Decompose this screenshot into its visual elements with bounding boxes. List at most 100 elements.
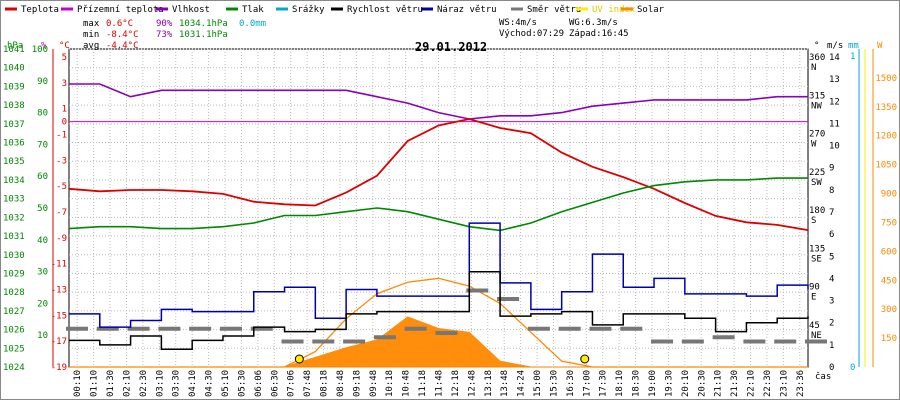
series-wind-direction-mark	[312, 339, 335, 344]
axis-w-tick: 450	[881, 276, 897, 286]
stat-max-hum: 90%	[156, 19, 173, 29]
series-wind-direction-mark	[466, 288, 489, 293]
axis-temp-tick: -17	[51, 337, 67, 347]
sunrise-marker	[294, 354, 304, 364]
x-unit-label: čas	[815, 371, 831, 382]
x-tick-label: 06:06	[254, 370, 264, 397]
axis-temp-tick: 1	[62, 105, 67, 115]
axis-dir-tick: 180	[809, 206, 825, 216]
axis-pct-label: %	[41, 41, 47, 51]
x-tick-label: 02:10	[122, 370, 132, 397]
x-tick-label: 03:10	[155, 370, 165, 397]
series-wind-direction-mark	[96, 326, 119, 331]
stat-min-label: min	[83, 30, 99, 40]
legend-label: Solar	[637, 5, 665, 15]
axis-ms-tick: 9	[829, 164, 834, 174]
axis-hpa-tick: 1037	[3, 120, 25, 130]
x-tick-label: 05:30	[237, 370, 247, 397]
axis-mm-label: mm	[848, 41, 859, 51]
axis-hpa-tick: 1034	[3, 176, 25, 186]
x-tick-label: 21:10	[714, 370, 724, 397]
chart-title: 29.01.2012	[415, 40, 487, 54]
axis-hpa-tick: 1041	[3, 45, 25, 55]
x-tick-label: 20:30	[697, 370, 707, 397]
axis-pct-tick: 10	[37, 331, 48, 341]
series-wind-direction-mark	[158, 326, 181, 331]
x-tick-label: 03:30	[172, 370, 182, 397]
axis-temp-tick: -15	[51, 311, 67, 321]
axis-ms-tick: 6	[829, 230, 834, 240]
axis-hpa-tick: 1025	[3, 344, 25, 354]
x-tick-label: 04:30	[205, 370, 215, 397]
axis-temp-tick: -19	[51, 363, 67, 373]
axis-pct-tick: 50	[37, 204, 48, 214]
stat-max-rain: 0.0mm	[239, 19, 266, 29]
stat-ws: WS:4m/s	[499, 18, 537, 28]
axis-dir-tick: 270	[809, 130, 825, 140]
series-wind-direction-mark	[373, 335, 396, 340]
axis-pct-tick: 20	[37, 299, 48, 309]
axis-hpa-tick: 1030	[3, 251, 25, 261]
axis-pct-tick: 30	[37, 268, 48, 278]
stat-sunrise: Východ:07:29	[499, 29, 564, 39]
x-tick-label: 23:36	[796, 370, 806, 397]
axis-dir-tick: 45	[809, 321, 820, 331]
series-wind-direction-mark	[743, 339, 766, 344]
x-tick-label: 19:30	[664, 370, 674, 397]
axis-dir-card: W	[811, 140, 817, 150]
legend-label: Srážky	[292, 5, 325, 15]
axis-hpa-tick: 1038	[3, 101, 25, 111]
x-tick-label: 06:30	[270, 370, 280, 397]
axis-temp-tick: 3	[62, 79, 67, 89]
x-tick-label: 20:10	[681, 370, 691, 397]
axis-w-label: W	[877, 41, 883, 51]
x-tick-label: 01:10	[90, 370, 100, 397]
axis-dir-card: NW	[811, 101, 822, 111]
axis-pct-tick: 70	[37, 140, 48, 150]
axis-w-tick: 900	[881, 190, 897, 200]
x-tick-label: 13:18	[484, 370, 494, 397]
x-tick-label: 00:10	[73, 370, 83, 397]
axis-w-tick: 750	[881, 218, 897, 228]
x-tick-label: 09:18	[352, 370, 362, 397]
x-tick-label: 10:18	[385, 370, 395, 397]
axis-temp-tick: -7	[56, 208, 67, 218]
series-wind-direction-mark	[497, 297, 520, 301]
x-tick-label: 02:30	[139, 370, 149, 397]
axis-w-tick: 600	[881, 247, 897, 257]
x-tick-label: 18:30	[632, 370, 642, 397]
x-tick-label: 09:48	[369, 370, 379, 397]
x-tick-label: 08:18	[320, 370, 330, 397]
series-wind-direction-mark	[805, 339, 827, 344]
axis-hpa-tick: 1029	[3, 269, 25, 279]
x-tick-label: 22:10	[747, 370, 757, 397]
stat-min-press: 1031.1hPa	[179, 30, 228, 40]
axis-w-tick: 1200	[875, 132, 897, 142]
x-tick-label: 13:48	[500, 370, 510, 397]
axis-hpa-tick: 1032	[3, 213, 25, 223]
series-wind-direction-mark	[127, 326, 150, 331]
axis-hpa-tick: 1026	[3, 326, 25, 336]
x-tick-label: 17:30	[599, 370, 609, 397]
x-tick-label: 12:18	[451, 370, 461, 397]
legend-label: Tlak	[242, 5, 264, 15]
x-tick-label: 04:10	[188, 370, 198, 397]
series-wind-direction-mark	[219, 326, 242, 331]
axis-dir-card: SW	[811, 178, 822, 188]
series-wind-direction-mark	[435, 331, 458, 335]
legend-label: Směr větru	[527, 5, 581, 15]
stat-max-temp: 0.6°C	[106, 19, 133, 29]
stat-avg-label: avg	[83, 41, 99, 51]
axis-pct-tick: 100	[32, 45, 48, 55]
x-tick-label: 08:48	[336, 370, 346, 397]
stat-min-temp: -8.4°C	[106, 30, 139, 40]
series-wind-direction-mark	[651, 339, 674, 344]
axis-hpa-tick: 1031	[3, 232, 25, 242]
x-tick-label: 16:30	[566, 370, 576, 397]
axis-ms-label: m/s	[827, 41, 843, 51]
axis-hpa-tick: 1024	[3, 363, 25, 373]
series-pressure	[68, 177, 808, 232]
axis-pct-tick: 40	[37, 236, 48, 246]
series-solar-theoretical	[69, 277, 808, 368]
series-wind-direction-mark	[589, 326, 612, 331]
